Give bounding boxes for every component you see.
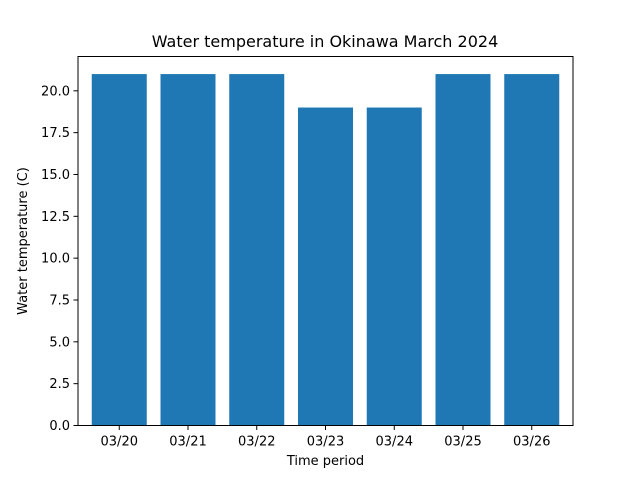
plot-frame xyxy=(77,56,574,426)
bar-03-21 xyxy=(160,74,216,426)
x-tick-label: 03/26 xyxy=(513,435,550,450)
y-tick-label: 2.5 xyxy=(49,377,70,392)
chart-title: Water temperature in Okinawa March 2024 xyxy=(152,32,499,51)
bar-03-20 xyxy=(91,74,147,426)
y-axis: 0.0 2.5 5.0 7.5 10.0 12.5 15.0 17.5 20.0 xyxy=(41,84,78,434)
bar-03-25 xyxy=(435,74,491,426)
y-tick-label: 17.5 xyxy=(41,126,70,141)
x-tick-label: 03/22 xyxy=(238,435,275,450)
y-tick-label: 0.0 xyxy=(49,419,70,434)
bars-group xyxy=(91,74,560,426)
bar-03-26 xyxy=(504,74,560,426)
y-tick-label: 7.5 xyxy=(49,293,70,308)
y-tick-label: 15.0 xyxy=(41,168,70,183)
x-tick-label: 03/25 xyxy=(444,435,481,450)
x-tick-label: 03/23 xyxy=(307,435,344,450)
bar-03-23 xyxy=(298,107,353,426)
y-tick-label: 10.0 xyxy=(41,252,70,267)
y-tick-label: 5.0 xyxy=(49,335,70,350)
y-axis-label: Water temperature (C) xyxy=(16,167,31,315)
x-tick-label: 03/21 xyxy=(169,435,206,450)
bar-03-22 xyxy=(229,74,285,426)
x-axis: 03/20 03/21 03/22 03/23 03/24 03/25 03/26 xyxy=(101,425,550,450)
x-tick-label: 03/20 xyxy=(101,435,138,450)
x-tick-label: 03/24 xyxy=(376,435,413,450)
y-tick-label: 20.0 xyxy=(41,84,70,99)
bar-03-24 xyxy=(366,107,422,426)
x-axis-label: Time period xyxy=(286,454,364,469)
y-tick-label: 12.5 xyxy=(41,210,70,225)
